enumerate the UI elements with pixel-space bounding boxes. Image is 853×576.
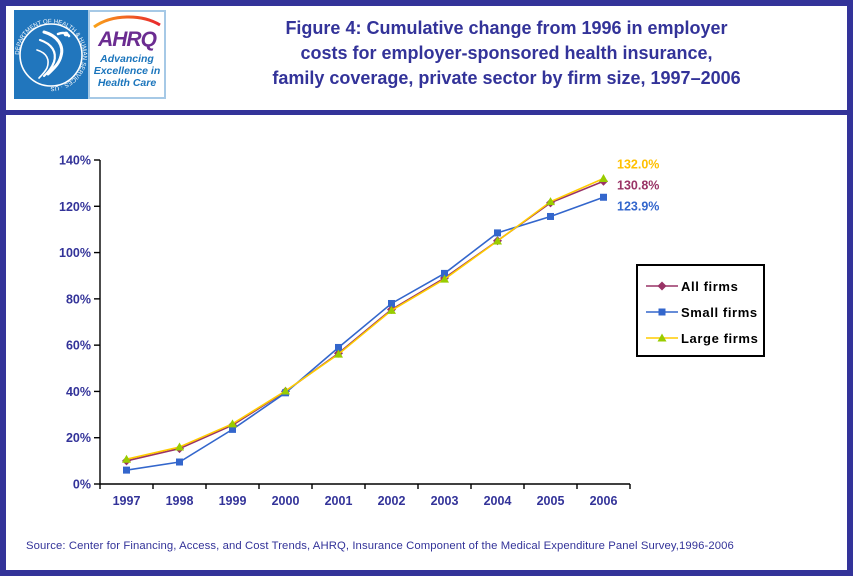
x-axis-label: 1998 bbox=[166, 494, 194, 508]
figure-title-line: Figure 4: Cumulative change from 1996 in… bbox=[285, 18, 728, 38]
data-point-marker bbox=[387, 305, 396, 314]
legend-marker-icon bbox=[646, 333, 678, 342]
legend-item-all-firms: All firms bbox=[645, 273, 759, 299]
figure-title-line: costs for employer-sponsored health insu… bbox=[300, 43, 713, 63]
x-axis-label: 2006 bbox=[590, 494, 618, 508]
chart-legend: All firms Small firms Large firms bbox=[636, 264, 765, 357]
ahrq-tagline-line: Advancing bbox=[100, 53, 154, 65]
axis-lines bbox=[99, 160, 630, 485]
ahrq-tagline: Advancing Excellence in Health Care bbox=[90, 53, 164, 89]
data-point-marker bbox=[123, 466, 130, 474]
x-axis-label: 2005 bbox=[537, 494, 565, 508]
data-point-marker bbox=[546, 197, 555, 206]
series-end-label: 132.0% bbox=[617, 158, 659, 172]
source-note: Source: Center for Financing, Access, an… bbox=[26, 540, 734, 552]
hhs-seal-circle bbox=[19, 23, 83, 87]
data-point-marker bbox=[493, 236, 502, 245]
series-line-all-firms bbox=[126, 180, 604, 462]
x-axis-label: 2004 bbox=[484, 494, 512, 508]
x-axis-label: 1997 bbox=[113, 494, 141, 508]
data-point-marker bbox=[175, 442, 184, 451]
series-line-large-firms bbox=[126, 177, 604, 461]
figure-title: Figure 4: Cumulative change from 1996 in… bbox=[174, 16, 839, 91]
data-point-marker bbox=[122, 454, 131, 463]
data-point-marker bbox=[441, 269, 448, 277]
data-point-marker bbox=[599, 174, 608, 183]
ahrq-arc-icon bbox=[90, 12, 164, 29]
y-axis-label: 60% bbox=[66, 339, 91, 353]
y-axis-label: 40% bbox=[66, 385, 91, 399]
line-chart: 0% 20% 40% 60% 80% 100% 120% 140% 1997 1998 1999 20… bbox=[59, 154, 659, 509]
data-point-marker bbox=[281, 386, 290, 395]
y-axis-label: 120% bbox=[59, 200, 91, 214]
ahrq-logo: AHRQ Advancing Excellence in Health Care bbox=[88, 10, 166, 99]
header-divider bbox=[6, 110, 847, 115]
figure-title-line: family coverage, private sector by firm … bbox=[272, 68, 741, 88]
y-axis-label: 0% bbox=[73, 478, 91, 492]
data-point-marker bbox=[600, 193, 607, 201]
ahrq-tagline-line: Excellence in bbox=[93, 65, 161, 77]
x-axis-label: 2003 bbox=[431, 494, 459, 508]
legend-marker-icon bbox=[646, 281, 678, 291]
hhs-eagle-icon bbox=[36, 30, 71, 79]
y-axis-label: 80% bbox=[66, 292, 91, 306]
data-point-marker bbox=[334, 349, 343, 358]
ahrq-tagline-line: Health Care bbox=[97, 77, 157, 89]
legend-label: All firms bbox=[681, 278, 739, 294]
series-end-label: 130.8% bbox=[617, 179, 659, 193]
legend-label: Large firms bbox=[681, 330, 759, 346]
data-point-marker bbox=[494, 229, 501, 237]
data-point-marker bbox=[335, 343, 342, 351]
legend-item-large-firms: Large firms bbox=[645, 325, 759, 351]
y-axis-label: 140% bbox=[59, 154, 91, 168]
data-point-marker bbox=[547, 212, 554, 220]
x-axis-label: 1999 bbox=[219, 494, 247, 508]
x-axis-label: 2000 bbox=[272, 494, 300, 508]
x-axis-label: 2001 bbox=[325, 494, 353, 508]
hhs-logo: DEPARTMENT OF HEALTH & HUMAN SERVICES · … bbox=[14, 10, 88, 99]
legend-label: Small firms bbox=[681, 304, 758, 320]
data-point-marker bbox=[228, 419, 237, 428]
data-point-marker bbox=[388, 299, 395, 307]
data-point-marker bbox=[440, 274, 449, 283]
data-point-marker bbox=[229, 425, 236, 433]
ahrq-wordmark: AHRQ bbox=[98, 28, 157, 51]
y-axis-label: 100% bbox=[59, 246, 91, 260]
hhs-logo-background bbox=[14, 10, 88, 99]
data-point-marker bbox=[176, 458, 183, 466]
series-line-small-firms bbox=[126, 196, 604, 471]
legend-marker-icon bbox=[646, 308, 678, 316]
legend-item-small-firms: Small firms bbox=[645, 299, 759, 325]
y-axis-label: 20% bbox=[66, 431, 91, 445]
x-axis-label: 2002 bbox=[378, 494, 406, 508]
series-end-label: 123.9% bbox=[617, 200, 659, 214]
